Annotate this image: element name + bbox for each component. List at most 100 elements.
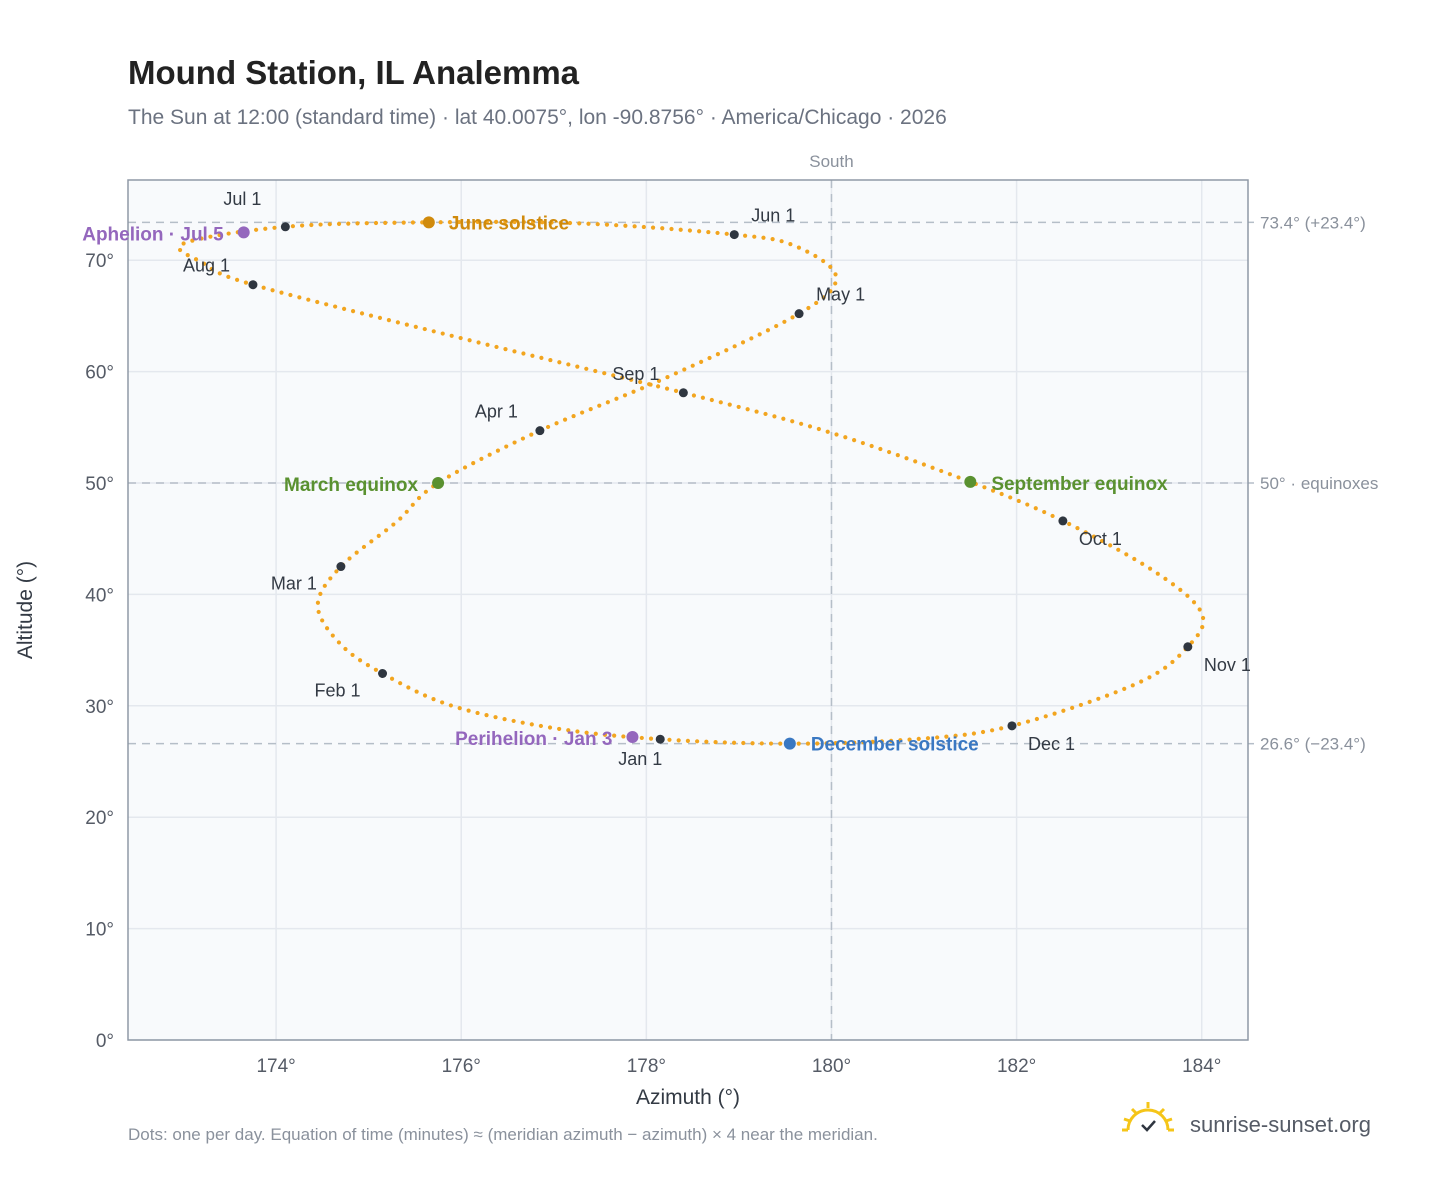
- month-label: Dec 1: [1028, 734, 1075, 754]
- day-dot: [895, 453, 900, 458]
- day-dot: [647, 382, 652, 387]
- day-dot: [336, 640, 342, 645]
- day-dot: [364, 221, 369, 226]
- event-marker: [964, 475, 977, 488]
- day-dot: [813, 253, 818, 259]
- day-dot: [622, 393, 628, 398]
- day-dot: [495, 448, 501, 453]
- day-dot: [1067, 521, 1072, 527]
- day-dot: [743, 233, 748, 238]
- day-dot: [422, 693, 428, 698]
- day-dot: [575, 729, 580, 734]
- day-dot: [347, 556, 352, 561]
- day-dot: [807, 424, 813, 429]
- day-dot: [309, 222, 314, 228]
- day-dot: [226, 231, 231, 236]
- day-dot: [699, 359, 704, 364]
- day-dot: [1025, 502, 1030, 507]
- day-dot: [722, 740, 727, 745]
- day-dot: [479, 456, 484, 461]
- day-dot: [768, 741, 774, 746]
- day-dot: [745, 407, 750, 412]
- day-dot: [1132, 556, 1137, 562]
- day-dot: [731, 740, 737, 745]
- reference-lines: [128, 180, 1254, 1040]
- day-dot: [1104, 693, 1110, 698]
- x-tick-label: 178°: [627, 1056, 666, 1077]
- day-dot: [935, 735, 940, 740]
- day-dot: [1185, 593, 1190, 598]
- day-dot: [790, 419, 795, 424]
- day-dot: [355, 221, 360, 226]
- day-dot: [558, 220, 563, 225]
- markers: [237, 216, 1193, 750]
- day-dot: [732, 344, 737, 349]
- day-dot: [586, 221, 591, 226]
- day-dot: [962, 732, 967, 737]
- month-marker: [794, 309, 804, 319]
- day-dot: [757, 332, 762, 337]
- day-dot: [1078, 702, 1084, 708]
- day-dot: [1083, 530, 1088, 535]
- day-dot: [799, 421, 804, 426]
- day-dot: [539, 355, 544, 361]
- day-dot: [457, 706, 462, 711]
- day-dot: [193, 257, 199, 262]
- day-dot: [602, 371, 607, 376]
- day-dot: [354, 550, 359, 555]
- plot-area: [127, 179, 1254, 1041]
- day-dot: [529, 722, 534, 727]
- day-dot: [502, 716, 507, 722]
- day-dot: [234, 277, 240, 282]
- day-dot: [487, 452, 492, 457]
- day-dot: [493, 715, 498, 720]
- month-label: Oct 1: [1079, 529, 1122, 549]
- day-dot: [458, 335, 463, 341]
- month-marker: [280, 222, 290, 232]
- day-dot: [438, 220, 443, 225]
- day-dot: [1170, 659, 1175, 665]
- day-dot: [414, 689, 419, 694]
- day-dot: [547, 725, 553, 730]
- day-dot: [778, 741, 783, 746]
- day-dot: [999, 726, 1004, 731]
- day-dot: [554, 421, 559, 426]
- event-label: Perihelion · Jan 3: [455, 729, 612, 750]
- day-dot: [852, 740, 857, 745]
- day-dot: [673, 388, 679, 394]
- day-dot: [270, 288, 275, 293]
- day-dot: [365, 663, 371, 668]
- day-dot: [324, 626, 330, 631]
- y-tick-label: 60°: [85, 363, 114, 384]
- day-dot: [593, 368, 598, 374]
- day-dot: [263, 226, 268, 231]
- day-dot: [1113, 690, 1118, 695]
- day-dot: [754, 409, 759, 414]
- day-dot: [790, 315, 795, 320]
- day-dot: [377, 315, 383, 320]
- day-dot: [930, 465, 935, 470]
- day-dot: [1043, 714, 1048, 719]
- y-tick-label: 70°: [85, 251, 114, 272]
- day-dot: [833, 272, 838, 277]
- day-dot: [208, 234, 213, 239]
- day-dot: [648, 736, 654, 741]
- reference-line-label: 26.6° (−23.4°): [1260, 735, 1366, 754]
- day-dot: [566, 728, 571, 733]
- sun-check-icon: [1122, 1102, 1174, 1132]
- day-dot: [297, 295, 302, 300]
- day-dot: [667, 737, 672, 742]
- day-dot: [869, 443, 874, 449]
- day-dot: [406, 685, 411, 690]
- day-dot: [690, 363, 695, 368]
- event-label: Aphelion · Jul 5: [82, 224, 224, 245]
- day-dot: [373, 667, 379, 672]
- day-dot: [1075, 526, 1080, 531]
- day-dot: [750, 741, 755, 746]
- day-dot: [475, 710, 480, 716]
- day-dot: [383, 220, 388, 225]
- day-dot: [466, 219, 471, 225]
- day-dot: [700, 395, 705, 400]
- day-dot: [774, 323, 779, 329]
